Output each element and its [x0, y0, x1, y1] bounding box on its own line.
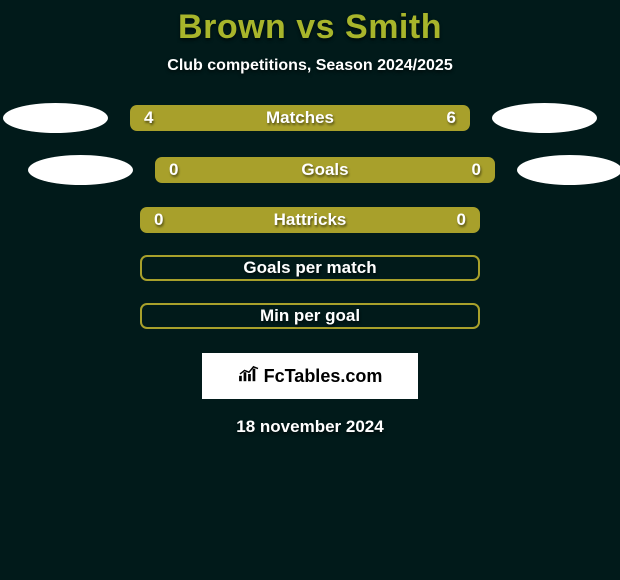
logo-text: FcTables.com: [264, 366, 383, 387]
player-marker-left: [28, 155, 133, 185]
bar-chart-icon: [238, 365, 260, 388]
stat-value-left: 4: [144, 108, 153, 128]
stat-label: Matches: [266, 108, 334, 128]
stat-bar: Goals per match: [140, 255, 480, 281]
stat-bar: 4 Matches 6: [130, 105, 470, 131]
stat-value-left: 0: [169, 160, 178, 180]
date-label: 18 november 2024: [236, 417, 383, 437]
stat-row-matches: 4 Matches 6: [0, 103, 620, 133]
stat-bar: 0 Goals 0: [155, 157, 495, 183]
stat-value-right: 0: [472, 160, 481, 180]
player-marker-right: [517, 155, 620, 185]
stat-row-goals: 0 Goals 0: [0, 155, 620, 185]
stat-value-right: 0: [457, 210, 466, 230]
player-marker-left: [3, 103, 108, 133]
stat-label: Goals per match: [243, 258, 376, 278]
stat-label: Hattricks: [274, 210, 347, 230]
page-title: Brown vs Smith: [178, 8, 442, 47]
stat-value-right: 6: [447, 108, 456, 128]
comparison-infographic: Brown vs Smith Club competitions, Season…: [0, 0, 620, 437]
stat-row-goals-per-match: Goals per match: [0, 255, 620, 281]
subtitle: Club competitions, Season 2024/2025: [167, 57, 452, 75]
fctables-logo: FcTables.com: [202, 353, 418, 399]
stat-row-min-per-goal: Min per goal: [0, 303, 620, 329]
player-marker-right: [492, 103, 597, 133]
stat-label: Goals: [301, 160, 348, 180]
stat-row-hattricks: 0 Hattricks 0: [0, 207, 620, 233]
stat-bar: 0 Hattricks 0: [140, 207, 480, 233]
stat-label: Min per goal: [260, 306, 360, 326]
stat-bar: Min per goal: [140, 303, 480, 329]
stat-value-left: 0: [154, 210, 163, 230]
